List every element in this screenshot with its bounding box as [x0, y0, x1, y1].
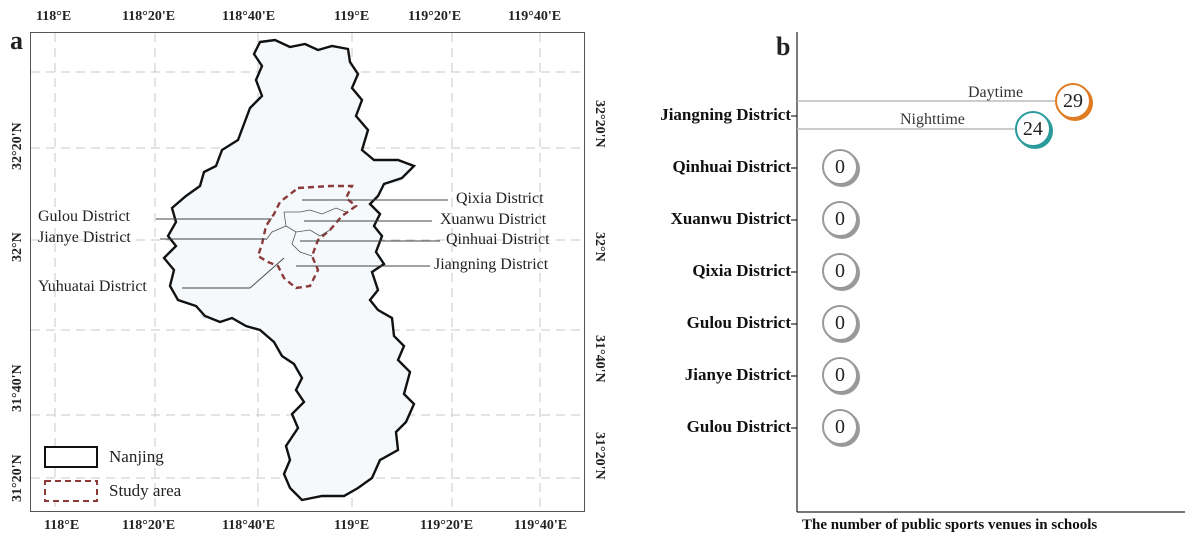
lon-label-top: 119°E: [334, 9, 370, 24]
zero-bubble: 0: [822, 357, 858, 393]
category-label: Qinhuai District: [672, 157, 791, 176]
lon-label-top: 118°E: [36, 9, 72, 24]
bubble-value: 0: [835, 363, 845, 386]
label-jianye-district: Jianye District: [38, 229, 131, 246]
lon-label-top: 119°20'E: [408, 9, 462, 24]
bubble-value: 24: [1022, 117, 1043, 140]
nanjing-boundary: [162, 38, 417, 502]
map-frame: [30, 32, 585, 512]
nighttime-bubble: 24: [1014, 111, 1051, 147]
zero-bubble: 0: [822, 149, 858, 185]
lon-label-bottom: 118°40'E: [222, 518, 276, 533]
label-jiangning-district: Jiangning District: [434, 256, 549, 273]
legend-study-area-swatch: [44, 480, 98, 502]
lon-label-bottom: 119°40'E: [514, 518, 568, 533]
x-axis-title: The number of public sports venues in sc…: [802, 517, 1098, 533]
study-area-boundary: [256, 184, 358, 290]
lon-label-top: 118°20'E: [122, 9, 176, 24]
legend-nanjing-label: Nanjing: [109, 447, 164, 466]
legend-study-area-label: Study area: [109, 481, 182, 500]
zero-bubble: 0: [822, 253, 858, 289]
category-label: Xuanwu District: [670, 209, 791, 228]
label-yuhuatai-district: Yuhuatai District: [38, 278, 147, 295]
lon-label-top: 118°40'E: [222, 9, 276, 24]
daytime-bubble: 29: [1055, 83, 1091, 119]
label-xuanwu-district: Xuanwu District: [440, 211, 547, 228]
lon-label-bottom: 118°20'E: [122, 518, 176, 533]
label-gulou-district: Gulou District: [38, 208, 130, 225]
legend-nanjing-swatch: [44, 446, 98, 468]
series-label-nighttime: Nighttime: [900, 111, 965, 128]
panel-a-letter: a: [10, 26, 23, 55]
bubble-value: 29: [1063, 89, 1083, 112]
label-qixia-district: Qixia District: [456, 190, 544, 207]
lon-label-bottom: 119°20'E: [420, 518, 474, 533]
bubble-value: 0: [835, 259, 845, 282]
category-label: Jiangning District: [660, 105, 791, 124]
district-lines: [265, 207, 347, 257]
series-label-daytime: Daytime: [968, 84, 1024, 101]
bubble-value: 0: [835, 207, 845, 230]
leader-lines: [156, 199, 448, 289]
bubble-value: 0: [835, 415, 845, 438]
lon-label-bottom: 119°E: [334, 518, 370, 533]
label-qinhuai-district: Qinhuai District: [446, 231, 550, 248]
category-label: Qixia District: [692, 261, 791, 280]
panel-b-letter: b: [776, 32, 791, 61]
zero-bubble: 0: [822, 201, 858, 237]
category-label: Jianye District: [684, 365, 791, 384]
zero-bubble: 0: [822, 305, 858, 341]
category-label: Gulou District: [686, 313, 791, 332]
zero-bubble: 0: [822, 409, 858, 445]
lon-label-bottom: 118°E: [44, 518, 80, 533]
bubble-value: 0: [835, 311, 845, 334]
category-label: Gulou District: [686, 417, 791, 436]
lon-label-top: 119°40'E: [508, 9, 562, 24]
bubble-value: 0: [835, 155, 845, 178]
